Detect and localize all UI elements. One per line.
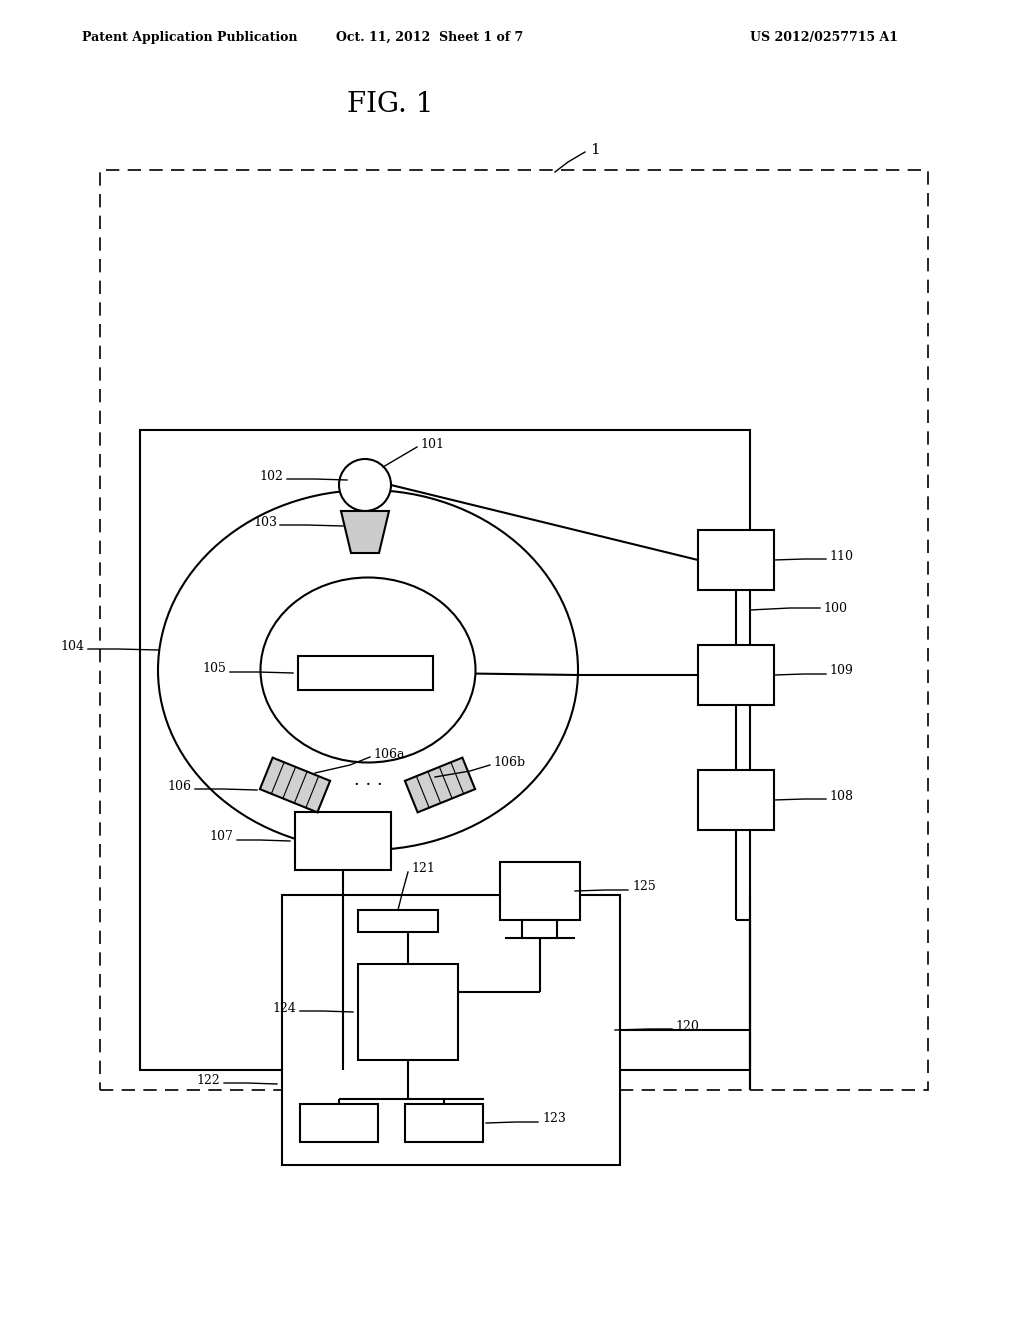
Text: Oct. 11, 2012  Sheet 1 of 7: Oct. 11, 2012 Sheet 1 of 7: [336, 30, 523, 44]
Bar: [100, 170, 928, 1090]
Text: 121: 121: [411, 862, 435, 874]
Polygon shape: [260, 758, 330, 812]
Text: US 2012/0257715 A1: US 2012/0257715 A1: [750, 30, 898, 44]
Text: 123: 123: [542, 1113, 566, 1126]
Bar: [282, 895, 620, 1166]
Text: 100: 100: [823, 602, 847, 615]
Bar: [298, 656, 433, 690]
Bar: [500, 862, 580, 920]
Text: 106b: 106b: [493, 755, 525, 768]
Bar: [300, 1104, 378, 1142]
Text: 102: 102: [259, 470, 283, 483]
Text: 107: 107: [209, 830, 233, 843]
Polygon shape: [341, 511, 389, 553]
Text: 101: 101: [420, 438, 444, 451]
Bar: [698, 770, 774, 830]
Text: Patent Application Publication: Patent Application Publication: [82, 30, 298, 44]
Bar: [698, 531, 774, 590]
Bar: [358, 909, 438, 932]
Bar: [358, 964, 458, 1060]
Text: 106a: 106a: [373, 747, 404, 760]
Text: 120: 120: [675, 1019, 698, 1032]
Bar: [406, 1104, 483, 1142]
Text: 125: 125: [632, 880, 655, 894]
Text: 108: 108: [829, 789, 853, 803]
Text: 105: 105: [202, 663, 226, 676]
Bar: [698, 645, 774, 705]
Text: 124: 124: [272, 1002, 296, 1015]
Text: FIG. 1: FIG. 1: [347, 91, 433, 119]
Bar: [522, 920, 557, 939]
Text: 122: 122: [197, 1073, 220, 1086]
Text: 1: 1: [590, 143, 600, 157]
Ellipse shape: [260, 578, 475, 763]
Bar: [295, 812, 391, 870]
Ellipse shape: [158, 490, 578, 850]
Text: 103: 103: [253, 516, 278, 528]
Text: · · ·: · · ·: [353, 776, 382, 795]
Polygon shape: [404, 758, 475, 812]
Text: 109: 109: [829, 664, 853, 677]
Bar: [140, 430, 750, 1071]
Text: 106: 106: [167, 780, 191, 792]
Text: 104: 104: [60, 639, 84, 652]
Circle shape: [339, 459, 391, 511]
Text: 110: 110: [829, 549, 853, 562]
